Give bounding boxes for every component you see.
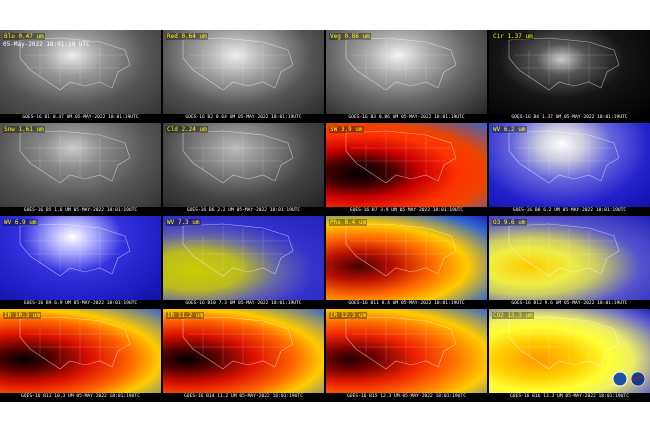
coastlines — [182, 223, 294, 277]
panel-caption: GOES-16 B3 0.86 UM 05-MAY-2022 18:01:19U… — [326, 114, 487, 122]
panel-caption: GOES-16 B1 0.47 UM 05-MAY-2022 18:01:19U… — [0, 114, 161, 122]
band-label: IR 10.3 um — [3, 312, 42, 319]
satellite-panel: SW 3.9 um GOES-16 B7 3.9 UM 05-MAY-2022 1… — [326, 123, 487, 215]
band-label: Blu 0.47 um — [3, 33, 45, 40]
band-image — [0, 216, 161, 300]
band-image — [0, 309, 161, 393]
panel-caption: GOES-16 B16 13.3 UM 05-MAY-2022 18:01:19… — [489, 393, 650, 401]
satellite-panel: Snw 1.61 um GOES-16 B5 1.6 UM 05-MAY-2022… — [0, 123, 161, 215]
band-image — [0, 30, 161, 114]
coastlines — [345, 130, 457, 184]
band-label: Phs 8.4 um — [329, 219, 368, 226]
band-label: Cld 2.24 um — [166, 126, 208, 133]
panel-caption: GOES-16 B8 6.2 UM 05-MAY-2022 18:01:19UT… — [489, 207, 650, 215]
panel-caption: GOES-16 B10 7.3 UM 05-MAY-2022 18:01:19U… — [163, 300, 324, 308]
band-image — [163, 30, 324, 114]
panel-caption: GOES-16 B14 11.2 UM 05-MAY-2022 18:01:19… — [163, 393, 324, 401]
band-label: Cir 1.37 um — [492, 33, 534, 40]
panel-caption: GOES-16 B2 0.64 UM 05-MAY-2022 18:01:19U… — [163, 114, 324, 122]
band-label: WV 6.2 um — [492, 126, 527, 133]
panel-caption: GOES-16 B15 12.3 UM 05-MAY-2022 18:01:19… — [326, 393, 487, 401]
coastlines — [508, 316, 620, 370]
satellite-panel: CO2 13.3 um GOES-16 B16 13.3 UM 05-MAY-20… — [489, 309, 650, 401]
panel-caption: GOES-16 B9 6.9 UM 05-MAY-2022 18:01:19UT… — [0, 300, 161, 308]
panel-caption: GOES-16 B6 2.2 UM 05-MAY-2022 18:01:19UT… — [163, 207, 324, 215]
coastlines — [345, 223, 457, 277]
coastlines — [19, 130, 131, 184]
coastlines — [508, 130, 620, 184]
agency-logos — [612, 371, 646, 391]
satellite-panel: Cld 2.24 um GOES-16 B6 2.2 UM 05-MAY-2022… — [163, 123, 324, 215]
coastlines — [19, 37, 131, 91]
coastlines — [508, 37, 620, 91]
panel-caption: GOES-16 B12 9.6 UM 05-MAY-2022 18:01:19U… — [489, 300, 650, 308]
satellite-panel: WV 6.9 um GOES-16 B9 6.9 UM 05-MAY-2022 1… — [0, 216, 161, 308]
panel-caption: GOES-16 B4 1.37 UM 05-MAY-2022 18:01:19U… — [489, 114, 650, 122]
coastlines — [19, 316, 131, 370]
satellite-panel: Blu 0.47 um 05-May-2022 18:01:19 UTC GOES-… — [0, 30, 161, 122]
satellite-panel: WV 7.3 um GOES-16 B10 7.3 UM 05-MAY-2022 … — [163, 216, 324, 308]
band-label: WV 7.3 um — [166, 219, 201, 226]
band-label: O3 9.6 um — [492, 219, 527, 226]
panel-caption: GOES-16 B13 10.3 UM 05-MAY-2022 18:01:19… — [0, 393, 161, 401]
band-label: IR 11.2 um — [166, 312, 205, 319]
band-label: CO2 13.3 um — [492, 312, 534, 319]
panel-caption: GOES-16 B7 3.9 UM 05-MAY-2022 18:01:19UT… — [326, 207, 487, 215]
band-label: WV 6.9 um — [3, 219, 38, 226]
satellite-panel: O3 9.6 um GOES-16 B12 9.6 UM 05-MAY-2022 … — [489, 216, 650, 308]
coastlines — [345, 37, 457, 91]
image-grid: Blu 0.47 um 05-May-2022 18:01:19 UTC GOES-… — [0, 30, 650, 402]
band-label: Veg 0.86 um — [329, 33, 371, 40]
coastlines — [182, 130, 294, 184]
satellite-panel: IR 11.2 um GOES-16 B14 11.2 UM 05-MAY-202… — [163, 309, 324, 401]
satellite-panel: IR 12.3 um GOES-16 B15 12.3 UM 05-MAY-202… — [326, 309, 487, 401]
band-image — [326, 216, 487, 300]
satellite-panel: Veg 0.86 um GOES-16 B3 0.86 UM 05-MAY-202… — [326, 30, 487, 122]
panel-caption: GOES-16 B11 8.4 UM 05-MAY-2022 18:01:19U… — [326, 300, 487, 308]
coastlines — [345, 316, 457, 370]
satellite-panel: Red 0.64 um GOES-16 B2 0.64 UM 05-MAY-202… — [163, 30, 324, 122]
coastlines — [182, 316, 294, 370]
band-image — [163, 123, 324, 207]
band-image — [489, 30, 650, 114]
satellite-panel: IR 10.3 um GOES-16 B13 10.3 UM 05-MAY-202… — [0, 309, 161, 401]
band-label: IR 12.3 um — [329, 312, 368, 319]
band-image — [326, 123, 487, 207]
satellite-panel: Cir 1.37 um GOES-16 B4 1.37 UM 05-MAY-202… — [489, 30, 650, 122]
band-image — [163, 309, 324, 393]
coastlines — [508, 223, 620, 277]
band-label: Snw 1.61 um — [3, 126, 45, 133]
band-image — [163, 216, 324, 300]
panel-caption: GOES-16 B5 1.6 UM 05-MAY-2022 18:01:19UT… — [0, 207, 161, 215]
satellite-panel: Phs 8.4 um GOES-16 B11 8.4 UM 05-MAY-2022… — [326, 216, 487, 308]
logo-icons — [612, 371, 646, 387]
satellite-panel: WV 6.2 um GOES-16 B8 6.2 UM 05-MAY-2022 1… — [489, 123, 650, 215]
band-image — [489, 123, 650, 207]
band-image — [489, 216, 650, 300]
band-label: Red 0.64 um — [166, 33, 208, 40]
timestamp: 05-May-2022 18:01:19 UTC — [3, 41, 90, 48]
band-image — [326, 30, 487, 114]
coastlines — [182, 37, 294, 91]
band-image — [0, 123, 161, 207]
band-label: SW 3.9 um — [329, 126, 364, 133]
band-image — [326, 309, 487, 393]
coastlines — [19, 223, 131, 277]
